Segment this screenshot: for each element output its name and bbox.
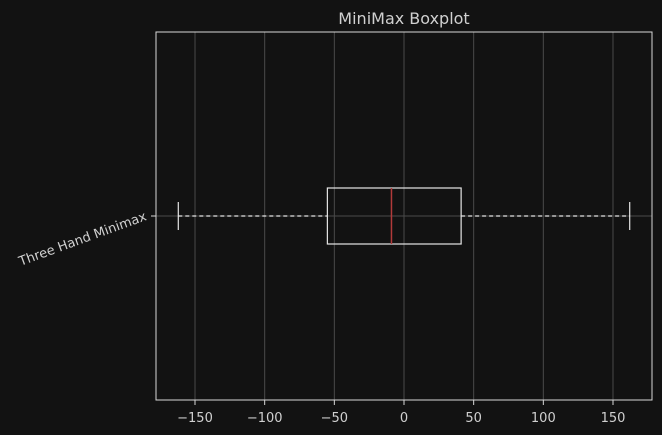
x-tick-label: −100 [247,411,283,426]
iqr-box [326,187,462,245]
x-tick-label: −150 [177,411,213,426]
x-tick-label: −50 [321,411,348,426]
y-axis-ticks: Three Hand Minimax [16,209,156,270]
x-tick-label: 100 [531,411,556,426]
grid-lines [156,32,652,400]
x-tick-label: 50 [465,411,482,426]
box-series [177,187,631,245]
x-axis-ticks: −150 −100 −50 0 50 100 150 [177,400,625,426]
y-tick-label: Three Hand Minimax [16,209,149,270]
chart-title: MiniMax Boxplot [338,9,469,28]
x-tick-label: 150 [601,411,626,426]
x-tick-label: 0 [400,411,408,426]
